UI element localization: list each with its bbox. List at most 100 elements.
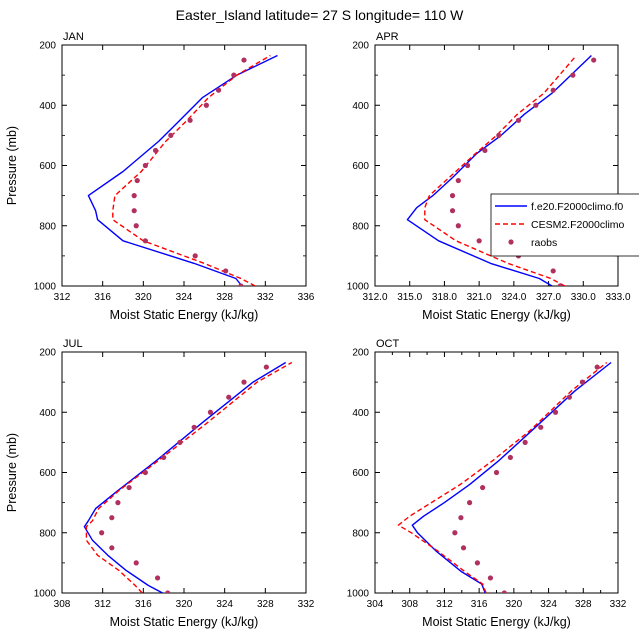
- raobs-marker: [455, 223, 461, 229]
- raobs-marker: [474, 560, 481, 566]
- cesm2-line: [397, 361, 608, 593]
- raobs-marker: [203, 102, 209, 108]
- y-tick-label: 400: [39, 101, 56, 112]
- x-tick-label: 320: [176, 599, 193, 610]
- raobs-marker: [99, 530, 105, 536]
- y-tick-label: 800: [352, 528, 369, 539]
- cesm2-line: [424, 55, 577, 286]
- raobs-marker: [501, 590, 507, 593]
- y-tick-label: 800: [39, 528, 56, 539]
- x-tick-label: 308: [401, 599, 418, 610]
- raobs-marker: [192, 253, 198, 259]
- panel-title: OCT: [376, 338, 400, 350]
- cesm2-line: [85, 361, 293, 593]
- f-e20-line: [411, 361, 612, 593]
- raobs-marker: [226, 394, 232, 400]
- x-axis-label: Moist Static Energy (kJ/kg): [422, 615, 571, 629]
- raobs-marker: [476, 238, 482, 244]
- panel-title: JAN: [63, 31, 84, 43]
- y-tick-label: 200: [352, 348, 369, 359]
- y-axis-label: Pressure (mb): [5, 433, 19, 512]
- raobs-marker: [109, 515, 115, 521]
- plot-area: [83, 361, 293, 593]
- panels: JAN 200 400 600 800 1000 312 316 320 324 328 332 336…: [5, 31, 631, 629]
- x-tick-label: 332: [257, 292, 274, 303]
- legend-label: raobs: [531, 237, 557, 249]
- raobs-marker: [161, 454, 167, 461]
- x-tick-label: 336: [298, 292, 315, 303]
- y-axis-label: Pressure (mb): [5, 126, 19, 205]
- raobs-marker: [238, 283, 244, 286]
- y-tick-label: 400: [352, 101, 369, 112]
- f-e20-line: [83, 361, 287, 593]
- raobs-marker: [142, 238, 148, 244]
- x-tick-label: 308: [54, 599, 71, 610]
- raobs-marker: [131, 208, 137, 214]
- raobs-marker: [533, 102, 539, 108]
- raobs-marker: [126, 484, 132, 491]
- x-axis-label: Moist Static Energy (kJ/kg): [110, 615, 259, 629]
- x-tick-label: 333.0: [605, 292, 630, 303]
- x-tick-label: 318.0: [432, 292, 457, 303]
- raobs-marker: [552, 409, 559, 415]
- panel-title: APR: [376, 31, 399, 43]
- raobs-marker: [168, 132, 174, 138]
- raobs-marker: [460, 545, 467, 551]
- x-tick-label: 328: [216, 292, 233, 303]
- raobs-marker: [165, 590, 171, 593]
- y-tick-label: 200: [352, 41, 369, 52]
- raobs-marker: [455, 177, 461, 184]
- raobs-marker: [215, 87, 222, 93]
- raobs-marker: [131, 193, 137, 199]
- raobs-marker: [207, 409, 214, 415]
- raobs-marker: [134, 177, 140, 184]
- plot-frame: [61, 44, 307, 287]
- raobs-marker: [487, 575, 494, 581]
- y-tick-label: 600: [39, 161, 56, 172]
- x-tick-label: 324: [176, 292, 193, 303]
- figure-title: Easter_Island latitude= 27 S longitude= …: [176, 7, 464, 23]
- y-tick-label: 1000: [34, 589, 57, 600]
- y-tick-label: 400: [39, 408, 56, 419]
- raobs-marker: [538, 424, 544, 430]
- x-axis-label: Moist Static Energy (kJ/kg): [110, 308, 259, 322]
- cesm2-line: [112, 54, 271, 286]
- legend-box: [490, 193, 639, 257]
- plot-area: [87, 54, 278, 286]
- raobs-marker: [594, 364, 600, 370]
- raobs-marker: [187, 117, 193, 123]
- raobs-marker: [449, 193, 456, 199]
- x-tick-label: 320: [506, 599, 523, 610]
- legend-label: f.e20.F2000climo.f0: [531, 201, 623, 213]
- x-tick-label: 332: [610, 599, 627, 610]
- x-tick-label: 316: [135, 599, 152, 610]
- raobs-marker: [142, 162, 148, 169]
- raobs-marker: [109, 545, 115, 551]
- x-tick-label: 327.0: [536, 292, 561, 303]
- x-tick-label: 312: [54, 292, 71, 303]
- y-tick-label: 600: [352, 468, 369, 479]
- y-tick-label: 600: [352, 161, 369, 172]
- f-e20-line: [406, 54, 592, 286]
- raobs-marker: [191, 424, 197, 430]
- x-tick-label: 316: [94, 292, 111, 303]
- plot-area: [397, 361, 612, 593]
- raobs-marker: [133, 560, 139, 566]
- raobs-marker: [522, 439, 528, 445]
- raobs-marker: [458, 515, 464, 521]
- raobs-marker: [493, 469, 500, 476]
- raobs-marker: [231, 72, 237, 78]
- raobs-marker: [115, 500, 121, 506]
- raobs-marker: [550, 87, 556, 93]
- x-tick-label: 312: [94, 599, 111, 610]
- raobs-marker: [482, 147, 488, 154]
- raobs-marker: [515, 117, 522, 123]
- legend-label: CESM2.F2000climo: [531, 219, 625, 231]
- panel-title: JUL: [63, 338, 83, 350]
- y-tick-label: 200: [39, 348, 56, 359]
- raobs-marker: [449, 208, 456, 214]
- y-tick-label: 1000: [347, 282, 370, 293]
